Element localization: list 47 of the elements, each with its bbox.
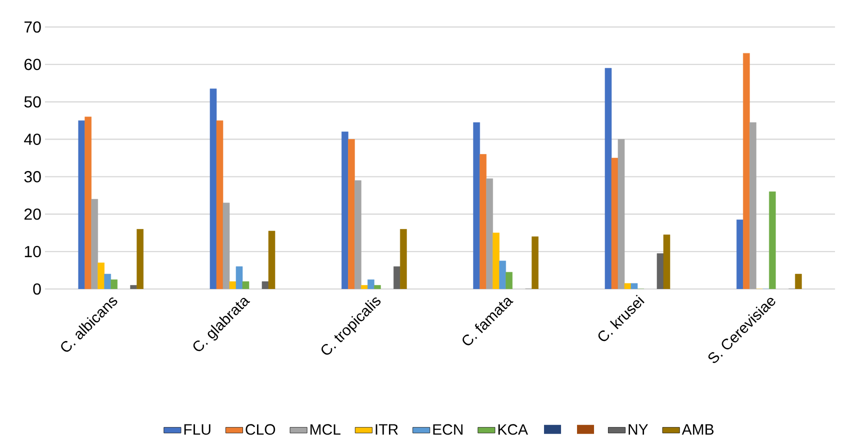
bar bbox=[532, 236, 538, 289]
bar bbox=[499, 260, 506, 289]
bar bbox=[98, 262, 104, 289]
bar bbox=[492, 232, 500, 289]
y-tick-label: 60 bbox=[24, 58, 41, 70]
bar bbox=[506, 272, 512, 289]
bar bbox=[795, 274, 802, 289]
bar bbox=[769, 192, 776, 289]
y-tick-label: 50 bbox=[24, 96, 41, 108]
bar bbox=[663, 234, 670, 289]
bar bbox=[624, 283, 632, 289]
y-tick-label: 20 bbox=[24, 208, 41, 220]
bar bbox=[130, 285, 137, 289]
bar bbox=[229, 281, 236, 289]
bar bbox=[374, 285, 381, 289]
legend-label: ITR bbox=[376, 424, 398, 435]
bar bbox=[104, 274, 111, 289]
bar bbox=[354, 180, 362, 289]
bar bbox=[222, 202, 230, 289]
legend-label: KCA bbox=[498, 424, 528, 435]
bar bbox=[268, 230, 276, 289]
legend-label: ECN bbox=[433, 424, 462, 435]
bar bbox=[136, 228, 144, 289]
bar bbox=[91, 199, 98, 289]
legend-label: NY bbox=[628, 424, 648, 435]
bar bbox=[110, 279, 118, 289]
y-tick-label: 70 bbox=[24, 21, 41, 33]
y-tick-label: 40 bbox=[24, 134, 41, 145]
bar bbox=[394, 266, 400, 289]
bar bbox=[630, 283, 638, 289]
y-tick-label: 0 bbox=[33, 283, 41, 295]
bar bbox=[400, 228, 407, 289]
legend-label: AMB bbox=[682, 424, 714, 435]
legend-label: MCL bbox=[310, 424, 340, 435]
y-tick-label: 10 bbox=[24, 246, 41, 258]
bar bbox=[262, 281, 269, 289]
bar bbox=[486, 178, 493, 289]
bar bbox=[618, 139, 625, 289]
legend-label: FLU bbox=[184, 424, 210, 435]
bar bbox=[242, 281, 250, 289]
bar bbox=[656, 253, 664, 289]
legend-label: CLO bbox=[246, 424, 276, 435]
bar bbox=[750, 122, 756, 289]
bar bbox=[361, 285, 368, 289]
y-tick-label: 30 bbox=[24, 171, 41, 182]
bar bbox=[236, 266, 243, 289]
bar bbox=[368, 279, 374, 289]
